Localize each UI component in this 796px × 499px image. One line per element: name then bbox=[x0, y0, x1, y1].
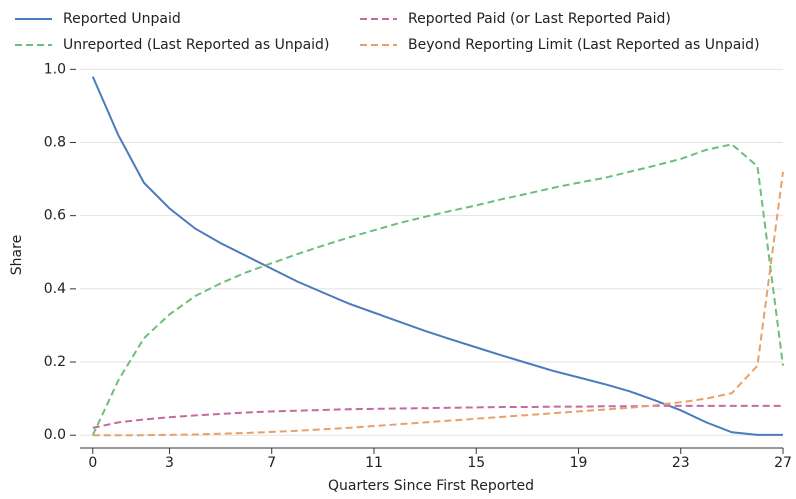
x-tick-label: 27 bbox=[774, 455, 792, 471]
series-line bbox=[92, 404, 783, 429]
legend-label: Reported Paid (or Last Reported Paid) bbox=[408, 11, 671, 27]
y-tick-label: 1.0 bbox=[44, 61, 66, 77]
series-line bbox=[91, 143, 784, 436]
y-axis-label: Share bbox=[9, 235, 25, 275]
y-tick-label: 0.8 bbox=[44, 134, 66, 150]
legend-label: Reported Unpaid bbox=[63, 11, 181, 27]
legend-label: Beyond Reporting Limit (Last Reported as… bbox=[408, 37, 760, 53]
x-tick-label: 7 bbox=[267, 455, 276, 471]
x-tick-label: 3 bbox=[165, 455, 174, 471]
y-tick-label: 0.2 bbox=[44, 354, 66, 370]
legend-label: Unreported (Last Reported as Unpaid) bbox=[63, 37, 329, 53]
series-line bbox=[91, 76, 783, 436]
x-tick-label: 23 bbox=[672, 455, 690, 471]
series-line bbox=[92, 171, 784, 437]
x-axis-label: Quarters Since First Reported bbox=[328, 478, 534, 494]
x-tick-label: 19 bbox=[570, 455, 588, 471]
x-tick-label: 0 bbox=[88, 455, 97, 471]
y-tick-label: 0.0 bbox=[44, 427, 66, 443]
y-tick-label: 0.6 bbox=[44, 208, 66, 224]
x-tick-label: 15 bbox=[467, 455, 485, 471]
x-tick-label: 11 bbox=[365, 455, 383, 471]
y-tick-label: 0.4 bbox=[44, 281, 66, 297]
